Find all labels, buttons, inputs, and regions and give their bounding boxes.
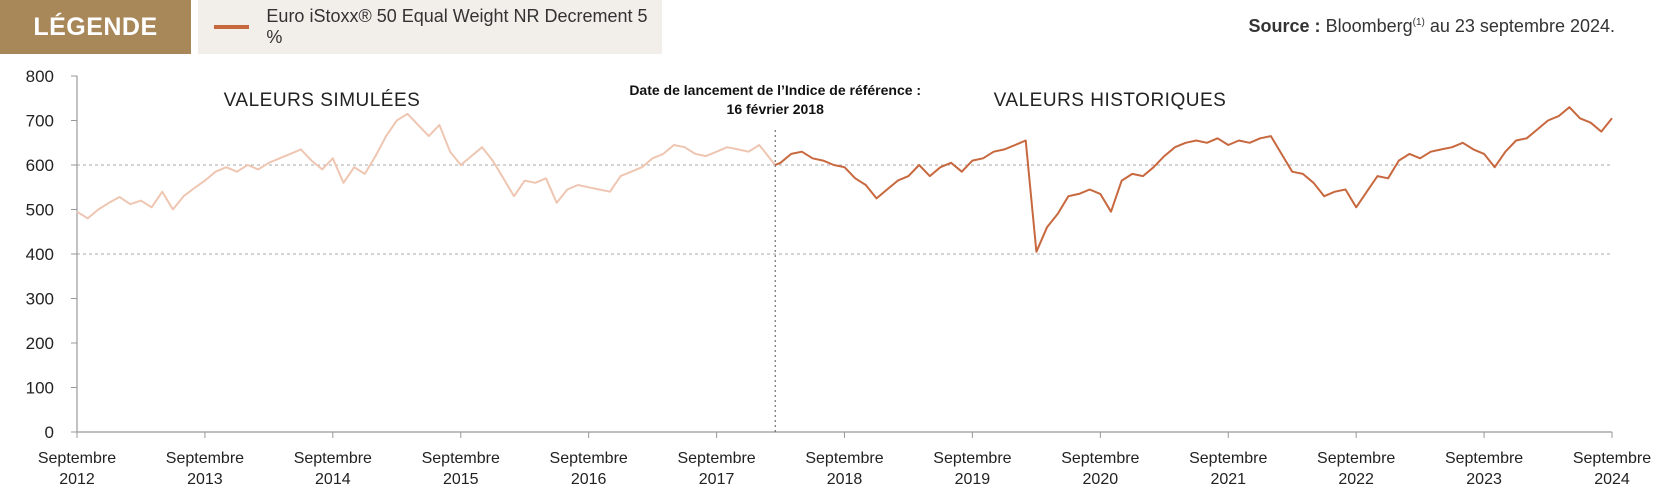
- y-tick-label: 200: [26, 334, 54, 353]
- source-label: Source :: [1248, 16, 1321, 36]
- simulated-section-label: VALEURS SIMULÉES: [224, 90, 421, 111]
- x-tick-label-month: Septembre: [1573, 450, 1651, 467]
- x-tick-label-year: 2016: [571, 471, 607, 488]
- y-axis-ticks: 0 100 200 300 400 500 600 700 800: [26, 67, 77, 442]
- x-tick-label-year: 2022: [1338, 471, 1374, 488]
- x-tick-label-year: 2024: [1594, 471, 1630, 488]
- historical-section-label: VALEURS HISTORIQUES: [994, 90, 1227, 111]
- x-tick-label-year: 2020: [1083, 471, 1119, 488]
- x-tick-label-year: 2014: [315, 471, 351, 488]
- x-tick-label-month: Septembre: [550, 450, 628, 467]
- launch-date-value: 16 février 2018: [727, 101, 825, 117]
- y-tick-label: 300: [26, 290, 54, 309]
- y-tick-label: 800: [26, 67, 54, 86]
- x-tick-label-year: 2015: [443, 471, 479, 488]
- legend-series-label: Euro iStoxx® 50 Equal Weight NR Decremen…: [266, 6, 648, 47]
- source-text: Bloomberg: [1325, 16, 1413, 36]
- y-tick-label: 600: [26, 156, 54, 175]
- x-tick-label-month: Septembre: [422, 450, 500, 467]
- x-tick-label-year: 2018: [827, 471, 863, 488]
- legend-swatch: [214, 25, 250, 29]
- y-tick-label: 400: [26, 245, 54, 264]
- x-tick-label-month: Septembre: [1445, 450, 1523, 467]
- x-tick-label-month: Septembre: [38, 450, 116, 467]
- launch-date-label: Date de lancement de l’Indice de référen…: [629, 82, 921, 98]
- x-tick-label-year: 2021: [1210, 471, 1246, 488]
- y-tick-label: 100: [26, 379, 54, 398]
- x-tick-label-month: Septembre: [805, 450, 883, 467]
- source-suffix: au 23 septembre 2024.: [1424, 16, 1615, 36]
- annotations: Date de lancement de l’Indice de référen…: [224, 82, 1227, 432]
- source-footnote: (1): [1412, 17, 1425, 28]
- y-tick-label: 0: [45, 423, 54, 442]
- series-line-simulated: [76, 112, 776, 220]
- x-tick-label-month: Septembre: [166, 450, 244, 467]
- x-tick-label-month: Septembre: [933, 450, 1011, 467]
- x-tick-label-year: 2023: [1466, 471, 1502, 488]
- x-tick-label-year: 2012: [59, 471, 95, 488]
- x-tick-label-year: 2017: [699, 471, 735, 488]
- x-tick-label-month: Septembre: [294, 450, 372, 467]
- legend-heading: LÉGENDE: [0, 0, 191, 54]
- source-note: Source : Bloomberg(1) au 23 septembre 20…: [1249, 16, 1615, 37]
- x-tick-label-year: 2013: [187, 471, 223, 488]
- x-tick-label-month: Septembre: [1189, 450, 1267, 467]
- legend-box: Euro iStoxx® 50 Equal Weight NR Decremen…: [198, 0, 662, 54]
- y-tick-label: 700: [26, 112, 54, 131]
- x-axis-ticks: Septembre 2012 Septembre 2013 Septembre 2014 S…: [38, 432, 1651, 488]
- y-tick-label: 500: [26, 201, 54, 220]
- x-tick-label-month: Septembre: [677, 450, 755, 467]
- series-line-historical: [774, 106, 1613, 253]
- grid-lines: [77, 164, 1612, 255]
- x-tick-label-month: Septembre: [1317, 450, 1395, 467]
- x-tick-label-month: Septembre: [1061, 450, 1139, 467]
- x-tick-label-year: 2019: [955, 471, 991, 488]
- series-lines: [76, 106, 1613, 253]
